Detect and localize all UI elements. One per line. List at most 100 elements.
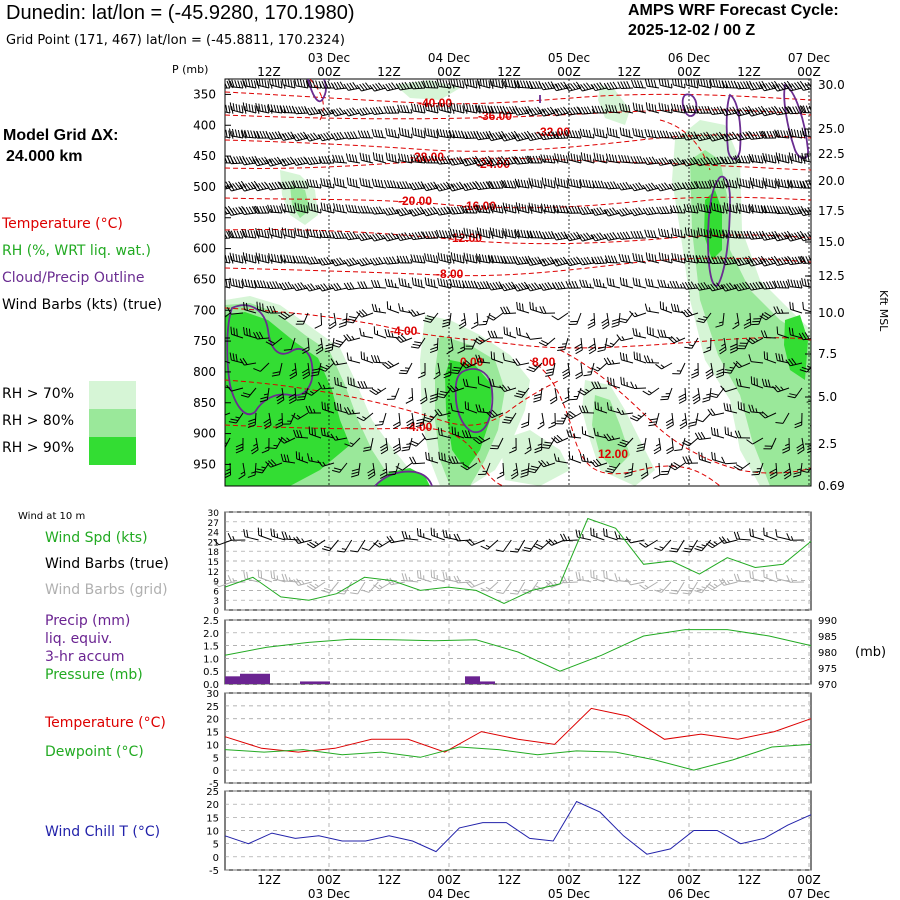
wind-barb-feather xyxy=(478,354,482,363)
wind-barb-feather xyxy=(336,402,339,411)
wind-barb-feather xyxy=(292,255,297,264)
wind-barb-feather xyxy=(802,301,805,310)
wind-barb xyxy=(371,303,387,314)
wind-barb-feather xyxy=(718,131,725,139)
wind-barb-feather xyxy=(411,232,417,240)
wind-barb xyxy=(240,387,257,398)
wind-barb-staff xyxy=(497,437,504,449)
wind-barb-feather xyxy=(388,207,394,215)
wind-barb-feather xyxy=(694,134,700,142)
wind-barb-feather xyxy=(671,158,677,166)
wind-barb-feather xyxy=(768,281,774,289)
wind-barb-feather xyxy=(299,79,303,88)
wind-barb-feather xyxy=(469,104,472,112)
wind-barb-feather xyxy=(521,156,527,164)
wind-barb-feather xyxy=(456,182,462,190)
wind-barb-feather xyxy=(253,80,257,89)
wind-barb-feather xyxy=(235,443,244,448)
wind-barb xyxy=(763,437,777,450)
wind-barb-feather xyxy=(742,178,745,187)
wind-barb-feather xyxy=(695,255,700,263)
wind-barb-half-feather xyxy=(706,346,711,349)
wind-barb-feather xyxy=(534,446,542,451)
wind-barb-feather xyxy=(651,206,657,214)
wind-barb-feather xyxy=(759,84,765,92)
wind-barb xyxy=(775,529,791,541)
wind-barb-feather xyxy=(350,377,352,386)
wind-barb-feather xyxy=(433,279,436,288)
wind-barb-feather xyxy=(547,282,553,289)
wind-barb-half-feather xyxy=(452,84,455,89)
wind-barb xyxy=(564,81,582,92)
wind-barb-feather xyxy=(360,205,365,214)
wind-barb xyxy=(733,130,754,141)
wind-barb-half-feather xyxy=(564,396,569,400)
temp-label: 8.00 xyxy=(532,355,556,369)
wind-barb-feather xyxy=(622,353,625,361)
wind-barb-staff xyxy=(621,337,634,342)
wind-barb-feather xyxy=(609,128,612,136)
wind-barb-feather xyxy=(434,208,440,216)
wind-barb-feather xyxy=(428,80,433,88)
wind-barb-feather xyxy=(658,158,664,166)
wind-barb-feather xyxy=(563,81,569,89)
wind-barb-feather xyxy=(777,129,781,138)
wind-barb-feather xyxy=(669,131,674,140)
wind-barb-feather xyxy=(615,129,618,138)
wind-barb-feather xyxy=(492,158,498,165)
wind-barb-feather xyxy=(635,278,638,286)
wind-barb-feather xyxy=(748,255,754,263)
wind-barb-feather xyxy=(800,155,803,164)
wind-barb-half-feather xyxy=(597,431,599,437)
wind-barb-feather xyxy=(793,471,802,475)
wind-barb-feather xyxy=(743,155,748,164)
wind-barb xyxy=(301,362,311,380)
wind-barb-feather xyxy=(502,227,505,236)
wind-barb-feather xyxy=(390,279,394,288)
wind-barb xyxy=(624,462,634,478)
wind-barb-feather xyxy=(772,258,778,266)
wind-barb-feather xyxy=(241,129,245,138)
wind-barb-feather xyxy=(696,545,704,549)
wind-barb-staff xyxy=(487,539,499,550)
wind-barb-feather xyxy=(541,177,544,185)
legend-temperature: Temperature (°C) xyxy=(2,216,123,232)
wind-barb-feather xyxy=(680,229,683,238)
wind-barb-staff xyxy=(597,362,608,372)
wind-barb xyxy=(395,462,413,471)
wind-barb-staff xyxy=(699,209,712,214)
wind-barb xyxy=(516,301,530,314)
wind-barb-feather xyxy=(455,279,459,288)
wind-barb-feather xyxy=(320,283,326,291)
wind-barb xyxy=(473,336,491,345)
wind-barb-staff xyxy=(712,458,725,464)
wind-barb-feather xyxy=(544,282,550,290)
wind-barb-feather xyxy=(701,255,706,263)
wind-barb-feather xyxy=(664,157,670,164)
wind-barb xyxy=(247,412,257,428)
wind-barb xyxy=(406,412,415,430)
wind-barb-feather xyxy=(500,205,504,214)
wind-barb-feather xyxy=(734,180,738,189)
wind-barb-feather xyxy=(692,205,696,213)
wind-barb-feather xyxy=(451,130,456,138)
wind-barb-half-feather xyxy=(734,284,738,289)
wind-barb-feather xyxy=(416,570,419,578)
wind-barb-feather xyxy=(397,335,404,342)
wind-barb-feather xyxy=(405,181,410,189)
wind-barb-feather xyxy=(721,156,726,165)
wind-barb-half-feather xyxy=(713,541,718,545)
wind-barb xyxy=(241,278,257,289)
wind-barb-feather xyxy=(616,407,622,415)
wind-barb-half-feather xyxy=(514,548,520,551)
wind-barb-feather xyxy=(547,81,553,89)
wind-barb xyxy=(489,227,507,239)
wind-barb-feather xyxy=(524,106,530,114)
wind-barb-feather xyxy=(359,177,362,186)
wind-barb-feather xyxy=(250,230,254,238)
wind-barb xyxy=(430,569,445,583)
wind-barb-feather xyxy=(234,129,238,138)
wind-barb xyxy=(385,152,400,164)
wind-barb-feather xyxy=(360,381,365,389)
wind-barb-feather xyxy=(686,308,693,316)
